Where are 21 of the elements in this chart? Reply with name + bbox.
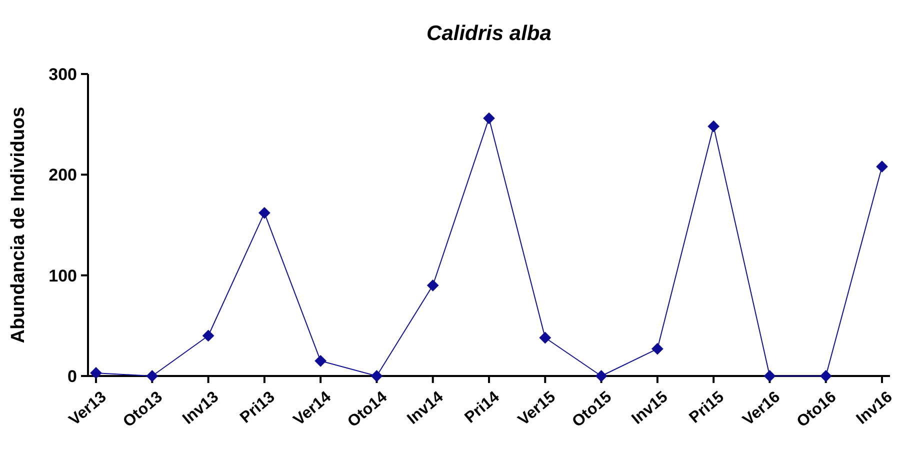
y-tick-label: 300 xyxy=(48,64,77,84)
point xyxy=(426,279,439,292)
point xyxy=(90,367,102,379)
y-tick-label: 0 xyxy=(68,366,77,386)
point xyxy=(595,370,608,382)
point xyxy=(820,370,832,382)
point xyxy=(483,112,495,124)
point xyxy=(764,370,776,382)
y-tick-label: 100 xyxy=(48,266,77,286)
point xyxy=(202,330,214,342)
point xyxy=(539,332,552,344)
point xyxy=(146,370,158,382)
point xyxy=(708,120,720,132)
y-tick-label: 200 xyxy=(48,166,77,185)
point xyxy=(258,206,270,219)
point xyxy=(876,160,888,173)
chart-title: Calidris alba xyxy=(426,22,552,45)
point xyxy=(651,342,664,355)
point xyxy=(370,370,383,382)
y-axis-title: Abundancia de Individuos xyxy=(8,106,29,344)
point xyxy=(314,354,327,367)
